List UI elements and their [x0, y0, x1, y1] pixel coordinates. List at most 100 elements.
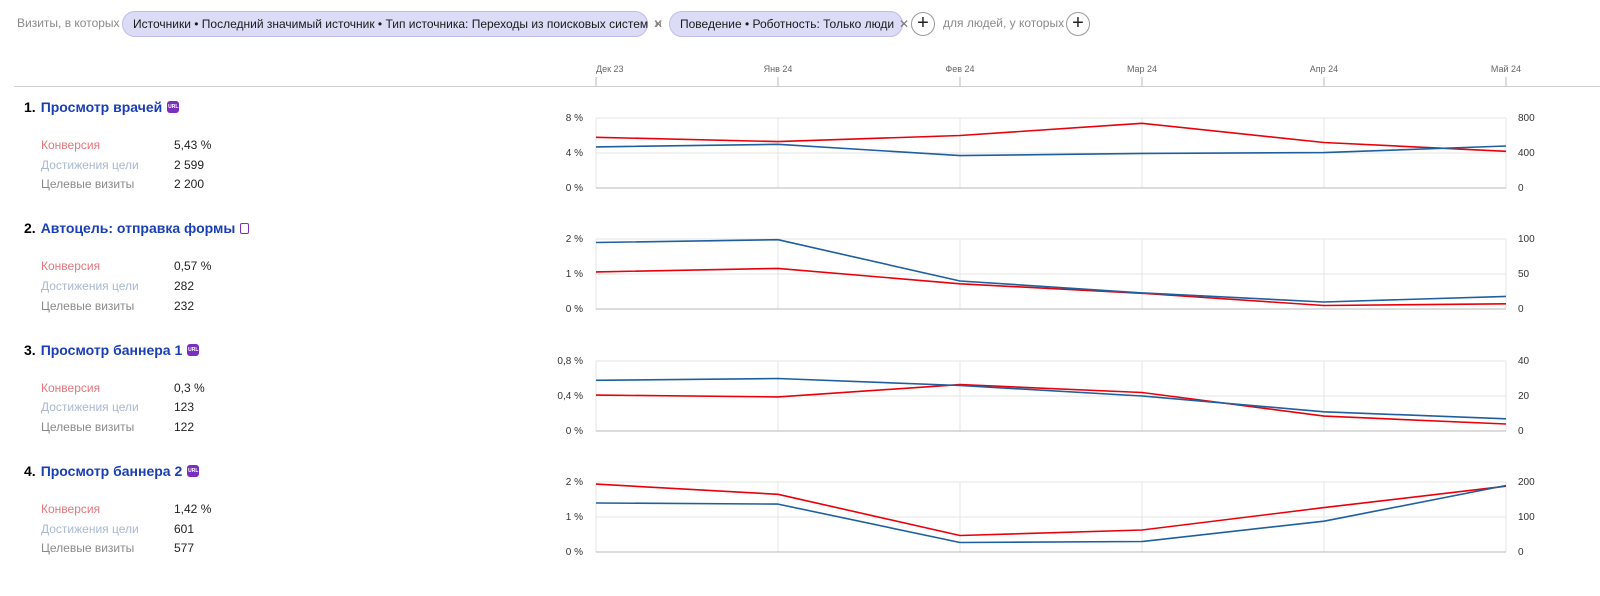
metric-label: Целевые визиты [41, 299, 135, 313]
conversion-series-line [595, 383, 1507, 425]
filter-chip-robots[interactable]: Поведение • Роботность: Только люди ✕ [669, 11, 909, 37]
chart-left-tick-label: 0,4 % [557, 391, 583, 402]
chart-left-tick-label: 8 % [566, 113, 583, 124]
goal-name-link[interactable]: Просмотр баннера 1 [40, 342, 183, 358]
metric-value: 601 [174, 522, 195, 536]
metric-label: Достижения цели [41, 400, 139, 414]
chart-right-tick-label: 0 [1518, 547, 1524, 558]
metric-value: 232 [174, 299, 195, 313]
goal-number: 1. [24, 99, 36, 115]
chart-right-tick-label: 100 [1518, 234, 1535, 245]
metric-label: Конверсия [41, 259, 101, 273]
metric-value: 1,42 % [174, 502, 212, 516]
metric-visits: Целевые визиты 232 [41, 299, 194, 313]
goal-name-link[interactable]: Просмотр баннера 2 [40, 463, 183, 479]
chart-left-tick-label: 2 % [566, 234, 583, 245]
metric-achievements: Достижения цели 601 [41, 522, 194, 536]
metric-visits: Целевые визиты 2 200 [41, 177, 204, 191]
goal-number: 4. [24, 463, 36, 479]
close-icon[interactable]: ✕ [653, 17, 664, 31]
goal-name-link[interactable]: Просмотр врачей [40, 99, 163, 115]
metric-value: 122 [174, 420, 195, 434]
timeline-month-label: Дек 23 [596, 64, 624, 74]
form-badge-icon [240, 222, 250, 234]
url-badge-icon: URL [187, 465, 200, 477]
filter-chip-robots-label: Поведение • Роботность: Только люди [680, 17, 895, 31]
metric-achievements: Достижения цели 282 [41, 279, 194, 293]
chart-right-tick-label: 0 [1518, 304, 1524, 315]
timeline-month-label: Апр 24 [1310, 64, 1338, 74]
chart-left-tick-label: 1 % [566, 269, 583, 280]
metric-value: 577 [174, 541, 195, 555]
filter-chip-source[interactable]: Источники • Последний значимый источник … [122, 11, 663, 37]
goal-number: 3. [24, 342, 36, 358]
metric-conversion: Конверсия 5,43 % [41, 138, 211, 152]
timeline-month-label: Фев 24 [945, 64, 974, 74]
close-icon[interactable]: ✕ [899, 17, 910, 31]
timeline-month-label: Янв 24 [764, 64, 793, 74]
filter-prefix: Визиты, в которых [17, 16, 120, 30]
plus-icon: + [917, 12, 929, 34]
goal-number: 2. [24, 220, 36, 236]
conversion-series-line [595, 483, 1507, 537]
filter-chip-source-label: Источники • Последний значимый источник … [133, 17, 649, 31]
chart-left-tick-label: 0 % [566, 183, 583, 194]
goal-title: 1. Просмотр врачей URL [24, 99, 180, 115]
goal-title: 3. Просмотр баннера 1 URL [24, 342, 200, 358]
visits-series-line [595, 238, 1507, 303]
conversion-series-line [595, 122, 1507, 153]
metric-value: 5,43 % [174, 138, 212, 152]
add-people-filter-button[interactable]: + [1066, 12, 1090, 36]
segment-filter-bar: Визиты, в которых Источники • Последний … [0, 0, 1600, 48]
chart-left-tick-label: 1 % [566, 512, 583, 523]
visits-series-line [595, 484, 1507, 544]
chart-right-tick-label: 200 [1518, 477, 1535, 488]
timeline-month-label: Мар 24 [1127, 64, 1157, 74]
metric-achievements: Достижения цели 2 599 [41, 158, 204, 172]
metric-label: Целевые визиты [41, 177, 135, 191]
people-filter-label: для людей, у которых [943, 16, 1065, 30]
chart-right-tick-label: 0 [1518, 426, 1524, 437]
chart-right-tick-label: 800 [1518, 113, 1535, 124]
metric-label: Целевые визиты [41, 420, 135, 434]
metric-conversion: Конверсия 0,3 % [41, 381, 205, 395]
chart-right-tick-label: 100 [1518, 512, 1535, 523]
metric-label: Достижения цели [41, 158, 139, 172]
chart-right-tick-label: 0 [1518, 183, 1524, 194]
goal-name-link[interactable]: Автоцель: отправка формы [40, 220, 236, 236]
visits-series-line [595, 377, 1507, 420]
visits-series-line [595, 143, 1507, 157]
url-badge-icon: URL [187, 344, 200, 356]
chart-left-tick-label: 4 % [566, 148, 583, 159]
metric-label: Достижения цели [41, 522, 139, 536]
url-badge-icon: URL [167, 101, 180, 113]
chart-right-tick-label: 20 [1518, 391, 1530, 402]
metric-achievements: Достижения цели 123 [41, 400, 194, 414]
metric-label: Достижения цели [41, 279, 139, 293]
chart-left-tick-label: 2 % [566, 477, 583, 488]
conversion-series-line [595, 267, 1507, 307]
filter-and-label: и [655, 16, 662, 30]
plus-icon: + [1072, 12, 1084, 34]
metric-value: 2 200 [174, 177, 205, 191]
metric-label: Целевые визиты [41, 541, 135, 555]
metric-value: 0,3 % [174, 381, 205, 395]
metric-visits: Целевые визиты 577 [41, 541, 194, 555]
metric-value: 123 [174, 400, 195, 414]
metric-conversion: Конверсия 0,57 % [41, 259, 211, 273]
chart-left-tick-label: 0 % [566, 304, 583, 315]
metric-conversion: Конверсия 1,42 % [41, 502, 211, 516]
chart-left-tick-label: 0 % [566, 426, 583, 437]
metric-label: Конверсия [41, 138, 101, 152]
metric-value: 0,57 % [174, 259, 212, 273]
goal-title: 2. Автоцель: отправка формы [24, 220, 250, 236]
add-filter-button[interactable]: + [911, 12, 935, 36]
metric-label: Конверсия [41, 502, 101, 516]
goal-title: 4. Просмотр баннера 2 URL [24, 463, 200, 479]
metric-value: 2 599 [174, 158, 205, 172]
chart-right-tick-label: 50 [1518, 269, 1530, 280]
chart-right-tick-label: 40 [1518, 356, 1530, 367]
chart-left-tick-label: 0,8 % [557, 356, 583, 367]
header-divider [14, 86, 1600, 87]
